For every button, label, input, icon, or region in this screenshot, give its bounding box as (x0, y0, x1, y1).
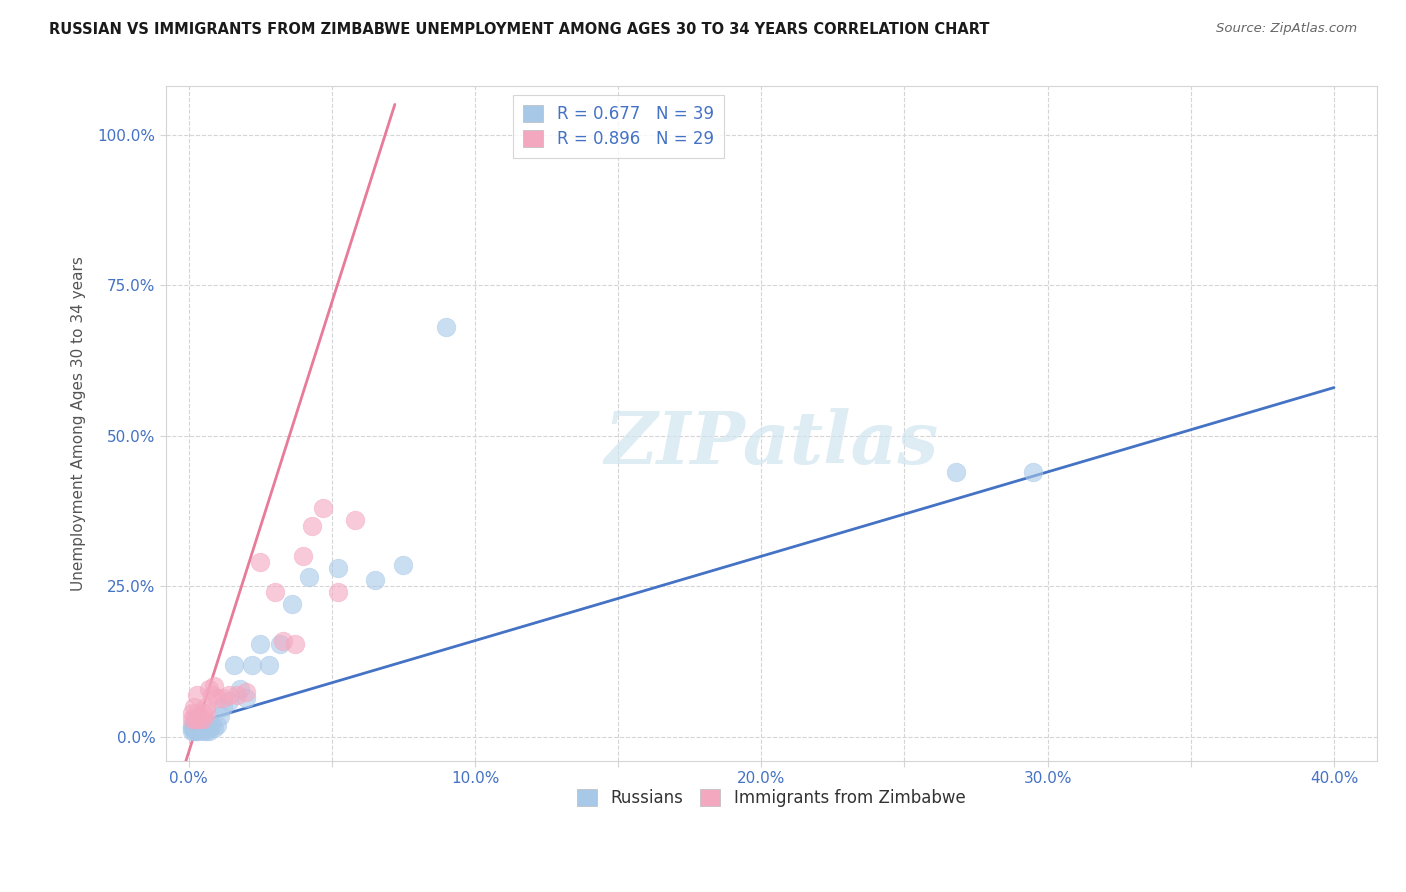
Point (188, 718, 211, 732)
Point (301, 519, 323, 533)
Point (183, 699, 205, 714)
Point (945, 465, 967, 479)
Point (197, 721, 219, 735)
Point (224, 657, 246, 672)
Point (180, 718, 202, 732)
Point (1022, 465, 1045, 479)
Point (249, 637, 271, 651)
Point (240, 657, 263, 672)
Point (269, 637, 291, 651)
Point (191, 718, 214, 732)
Point (186, 712, 208, 726)
Point (284, 637, 307, 651)
Point (364, 574, 387, 588)
Point (188, 721, 211, 735)
Point (281, 598, 304, 612)
Point (207, 718, 229, 732)
Point (229, 681, 252, 696)
Point (200, 718, 222, 732)
Point (180, 706, 202, 720)
Point (204, 679, 226, 693)
Point (186, 723, 208, 738)
Point (197, 681, 219, 696)
Point (191, 723, 214, 738)
Point (209, 709, 232, 723)
Point (194, 706, 217, 720)
Point (191, 721, 214, 735)
Point (183, 712, 205, 726)
Point (326, 585, 349, 599)
Point (180, 712, 202, 726)
Point (183, 723, 205, 738)
Point (180, 721, 202, 735)
Point (180, 723, 202, 738)
Point (194, 723, 217, 738)
Point (312, 501, 335, 516)
Point (218, 688, 240, 702)
Text: ZIPatlas: ZIPatlas (605, 409, 938, 480)
Point (271, 633, 294, 648)
Point (235, 690, 257, 705)
Point (200, 688, 222, 702)
Point (434, 320, 457, 334)
Point (249, 555, 271, 569)
Point (183, 718, 205, 732)
Point (191, 706, 214, 720)
Point (197, 723, 219, 738)
Point (212, 699, 235, 714)
Point (392, 558, 415, 573)
Point (257, 657, 280, 672)
Point (194, 699, 217, 714)
Point (263, 585, 285, 599)
Point (326, 561, 349, 575)
Point (298, 570, 321, 584)
Text: Source: ZipAtlas.com: Source: ZipAtlas.com (1216, 22, 1357, 36)
Point (235, 685, 257, 699)
Point (218, 694, 240, 708)
Point (186, 688, 208, 702)
Point (183, 721, 205, 735)
Point (204, 721, 226, 735)
Point (343, 513, 366, 527)
Y-axis label: Unemployment Among Ages 30 to 34 years: Unemployment Among Ages 30 to 34 years (72, 256, 86, 591)
Point (186, 706, 208, 720)
Point (292, 549, 315, 564)
Point (207, 690, 229, 705)
Point (188, 712, 211, 726)
Point (191, 712, 214, 726)
Point (212, 690, 235, 705)
Legend: Russians, Immigrants from Zimbabwe: Russians, Immigrants from Zimbabwe (571, 782, 972, 814)
Point (186, 718, 208, 732)
Point (186, 723, 208, 738)
Point (226, 688, 249, 702)
Point (194, 718, 217, 732)
Text: RUSSIAN VS IMMIGRANTS FROM ZIMBABWE UNEMPLOYMENT AMONG AGES 30 TO 34 YEARS CORRE: RUSSIAN VS IMMIGRANTS FROM ZIMBABWE UNEM… (49, 22, 990, 37)
